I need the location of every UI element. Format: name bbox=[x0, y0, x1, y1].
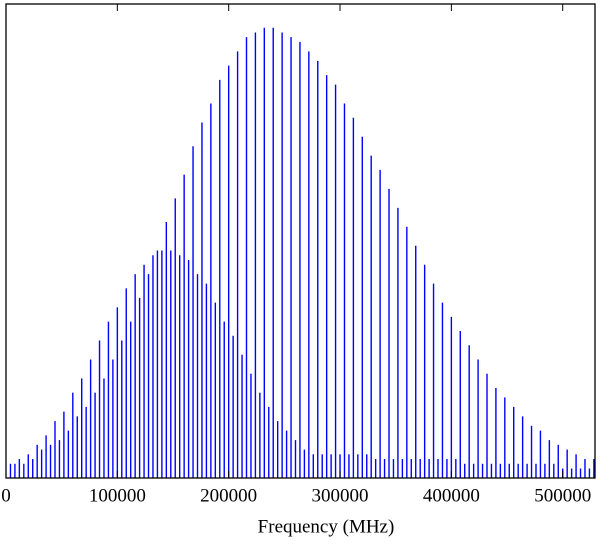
x-tick-label: 0 bbox=[1, 485, 11, 506]
x-tick-label: 500000 bbox=[534, 485, 591, 506]
x-tick-label: 400000 bbox=[423, 485, 480, 506]
x-tick-label: 100000 bbox=[89, 485, 146, 506]
plot-frame bbox=[5, 3, 596, 479]
x-tick-label: 300000 bbox=[312, 485, 369, 506]
x-axis-label: Frequency (MHz) bbox=[258, 516, 395, 537]
x-tick-label: 200000 bbox=[200, 485, 257, 506]
